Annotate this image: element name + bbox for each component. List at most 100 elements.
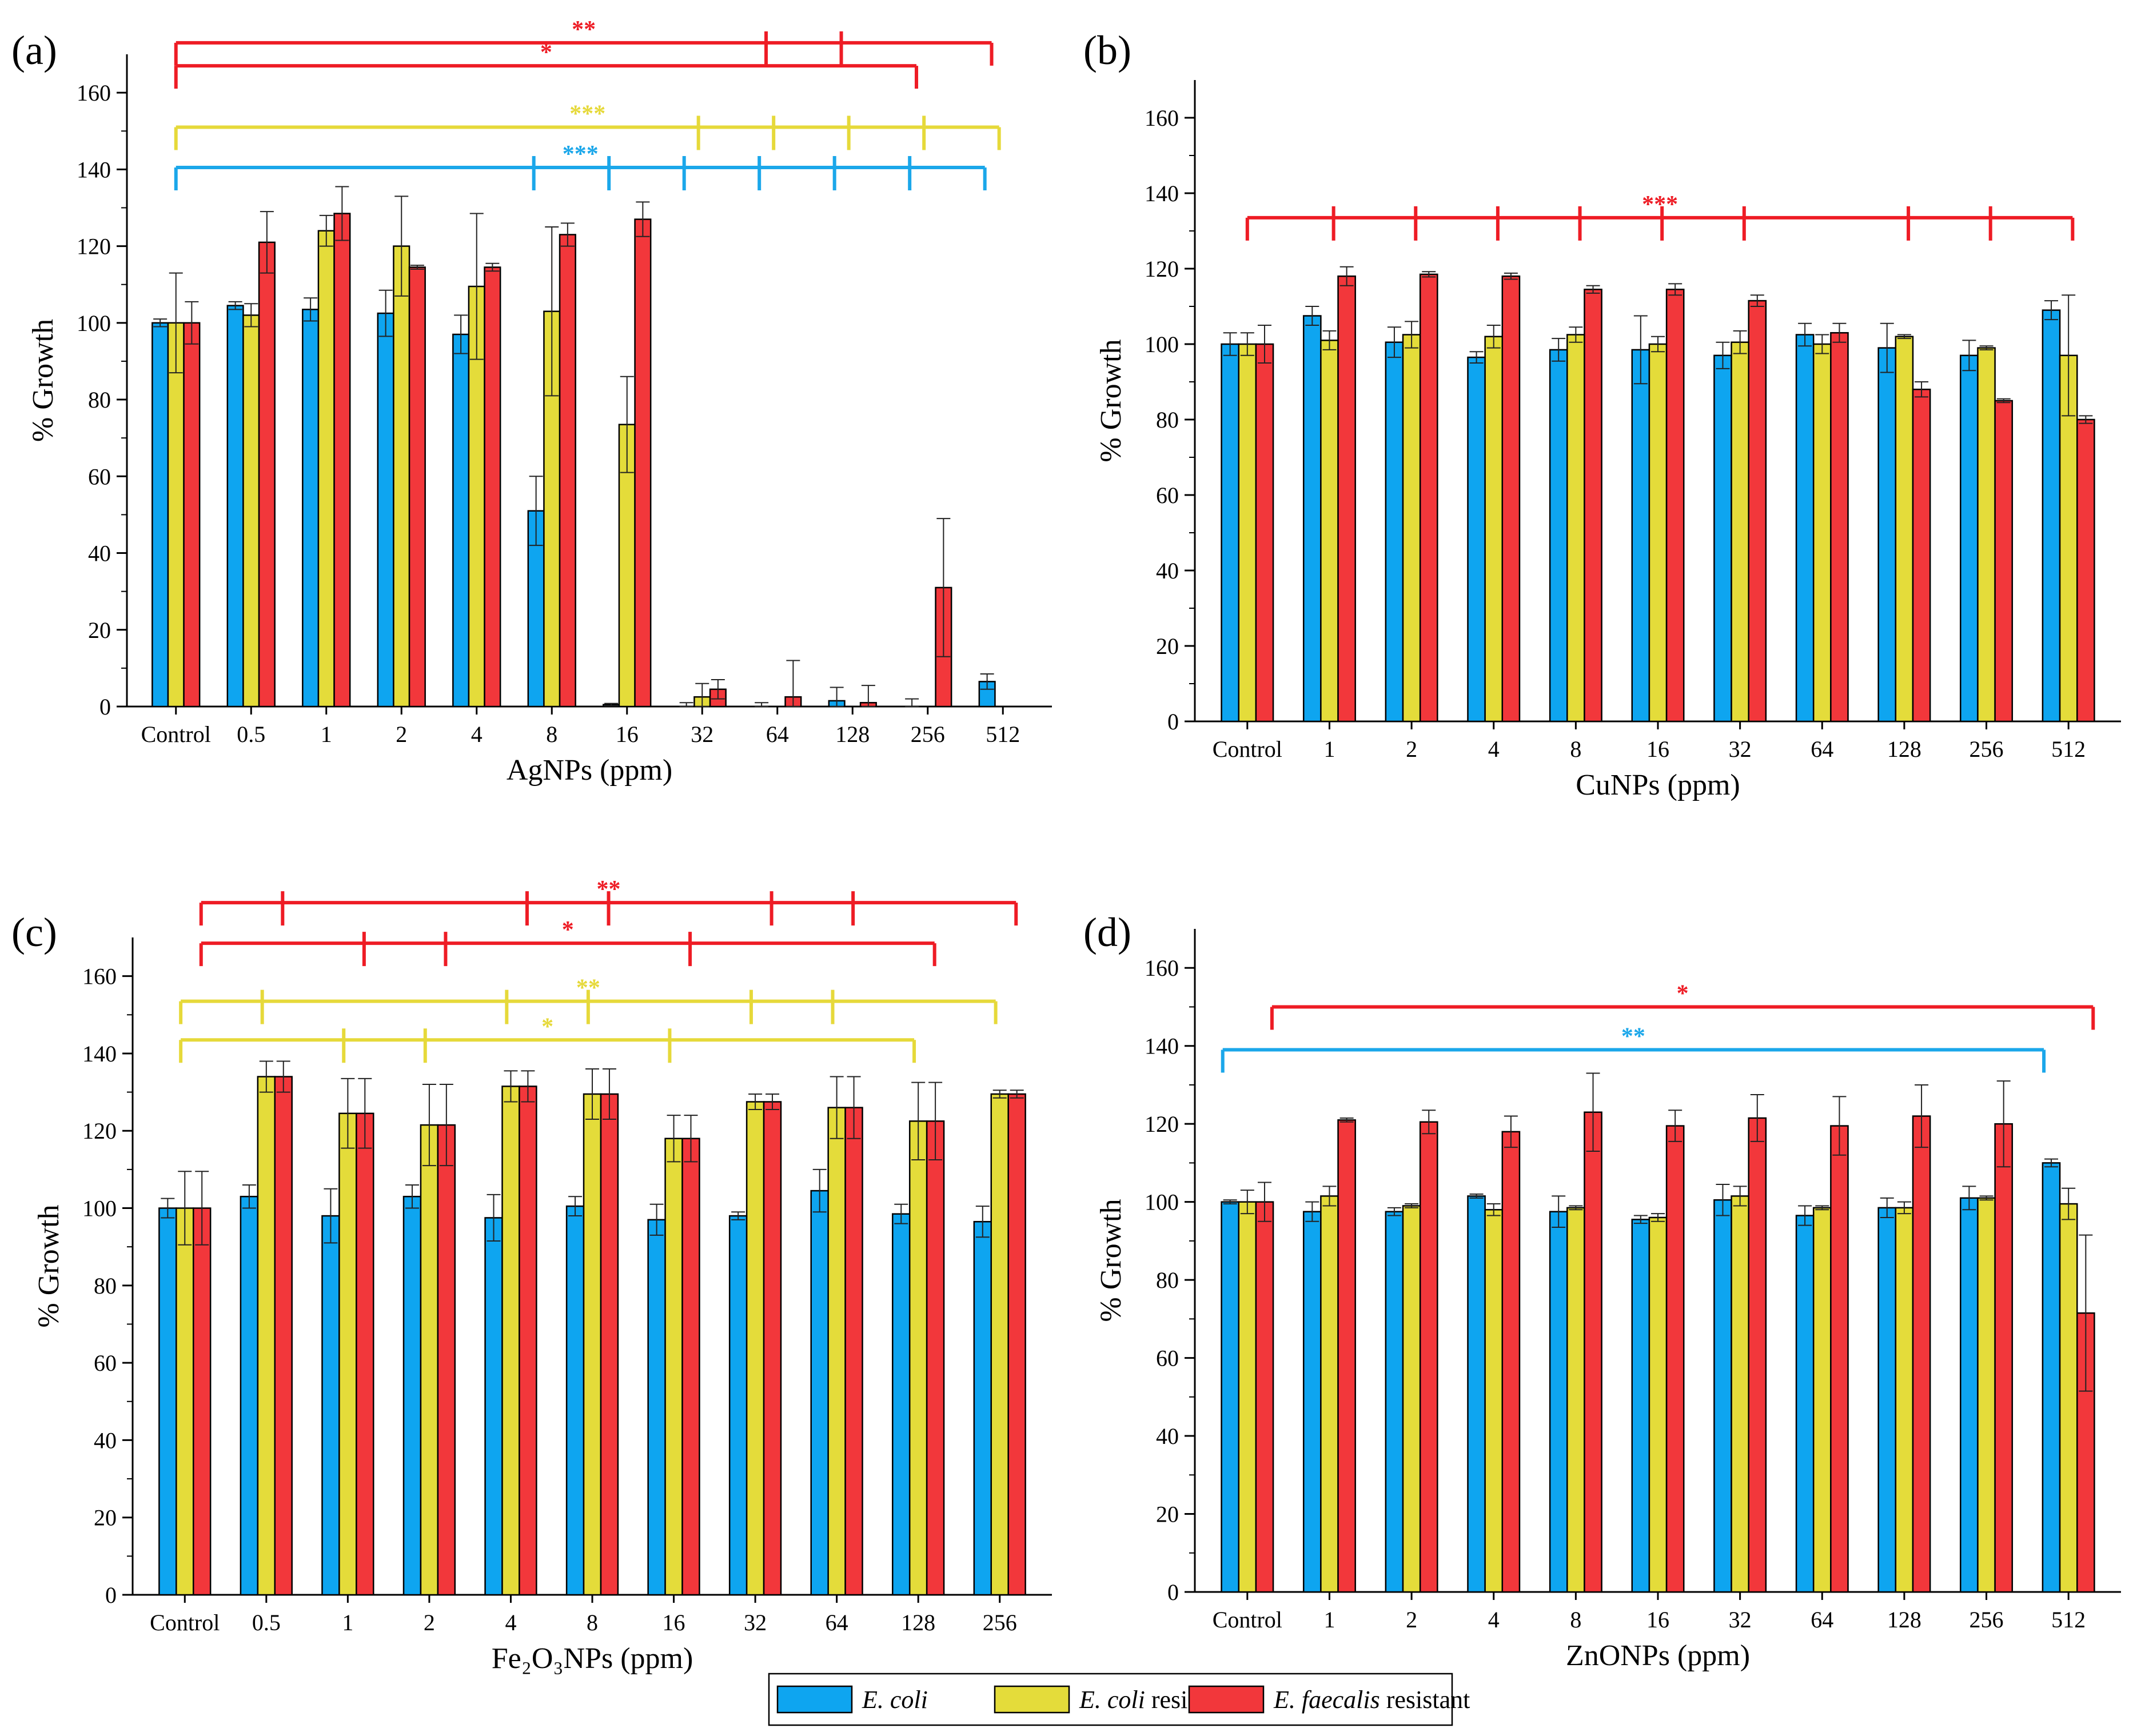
bar [1748, 300, 1767, 723]
x-tick-label: 2 [1406, 736, 1417, 762]
bar [1402, 1205, 1421, 1593]
bar [1731, 1195, 1749, 1593]
x-tick-label: Control [1213, 1607, 1282, 1633]
bar [990, 1093, 1009, 1596]
bar [1812, 1207, 1832, 1593]
bar [151, 322, 169, 708]
legend: E. coli E. coli resistantE. faecalis resi… [768, 1673, 1470, 1726]
bar [908, 1120, 928, 1596]
bar [242, 314, 260, 708]
y-tick-label: 160 [77, 80, 111, 106]
x-tick-label: 4 [1488, 736, 1500, 762]
bar [158, 1207, 177, 1596]
bar [501, 1086, 520, 1596]
bar [1830, 1125, 1849, 1593]
x-tick-label: 128 [835, 721, 870, 747]
y-tick-label: 120 [1145, 256, 1179, 282]
bar [176, 1207, 194, 1596]
bar [402, 1195, 422, 1596]
bar [257, 1076, 276, 1596]
y-axis-title: % Growth [1095, 1199, 1127, 1322]
y-tick-label: 100 [1145, 332, 1179, 357]
x-tick-label: 32 [1729, 1607, 1752, 1633]
legend-label-italic: E. coli [1079, 1686, 1145, 1714]
bar [1994, 400, 2014, 723]
y-tick-label: 0 [1167, 1579, 1179, 1605]
panel-label: (a) [11, 27, 57, 73]
y-tick-label: 140 [1145, 1033, 1179, 1059]
x-tick-label: 1 [1323, 736, 1335, 762]
x-tick-label: 2 [1406, 1607, 1417, 1633]
bar [1419, 1121, 1438, 1593]
bar [333, 213, 351, 708]
bar [973, 1220, 992, 1596]
bar [745, 1101, 765, 1596]
y-tick-label: 140 [1145, 181, 1179, 206]
x-tick-label: 4 [1488, 1607, 1500, 1633]
significance-label: ** [576, 975, 600, 1001]
bar [1631, 1219, 1650, 1593]
bar [1895, 1207, 1914, 1593]
bar [408, 266, 426, 708]
bar [681, 1138, 700, 1596]
x-tick-label: 2 [424, 1610, 435, 1635]
x-axis-title: CuNPs (ppm) [1576, 769, 1740, 801]
y-tick-label: 0 [105, 1582, 117, 1608]
bar [1877, 347, 1897, 723]
bar [1549, 349, 1568, 723]
bar [1960, 1197, 1979, 1593]
bar [2042, 1162, 2061, 1593]
bar [1255, 343, 1274, 723]
bar [274, 1076, 293, 1596]
y-tick-label: 20 [88, 617, 111, 643]
bar [1320, 1195, 1339, 1593]
bar [484, 1217, 503, 1596]
y-tick-label: 80 [1156, 407, 1179, 433]
bar [1402, 334, 1421, 723]
y-tick-label: 100 [77, 310, 111, 336]
legend-label: E. faecalis resistant [1273, 1686, 1470, 1714]
bar [2076, 418, 2095, 723]
bar [1584, 1111, 1602, 1593]
bar [810, 1190, 829, 1596]
y-tick-label: 0 [99, 694, 111, 720]
bar [1731, 341, 1749, 723]
x-tick-label: 8 [1570, 1607, 1581, 1633]
y-axis-title: % Growth [33, 1204, 65, 1327]
y-tick-label: 40 [1156, 1423, 1179, 1449]
bar [1830, 332, 1849, 723]
bar [1748, 1117, 1767, 1593]
x-tick-label: 512 [2051, 1607, 2086, 1633]
bar [565, 1205, 585, 1596]
bar [452, 333, 470, 708]
y-tick-label: 160 [1145, 105, 1179, 131]
y-tick-label: 120 [77, 234, 111, 260]
bar [338, 1112, 357, 1596]
x-tick-label: 1 [1323, 1607, 1335, 1633]
bar [1337, 1119, 1356, 1593]
significance-label: * [562, 917, 574, 943]
bar [1795, 334, 1815, 723]
bar [1977, 1197, 1996, 1593]
bar [583, 1093, 602, 1596]
x-tick-label: 128 [1887, 736, 1921, 762]
x-tick-label: 256 [1969, 736, 2004, 762]
bar [1584, 289, 1602, 723]
legend-label-italic: E. coli [862, 1686, 928, 1714]
x-tick-label: Control [150, 1610, 220, 1635]
y-tick-label: 60 [88, 464, 111, 489]
x-tick-label: 16 [663, 1610, 685, 1635]
bar [167, 322, 185, 708]
significance-label: *** [1642, 191, 1678, 218]
y-tick-label: 20 [1156, 1502, 1179, 1527]
significance-label: *** [563, 141, 599, 167]
bar [647, 1219, 666, 1596]
bar [420, 1124, 439, 1596]
y-tick-label: 60 [94, 1350, 117, 1376]
y-axis-title: % Growth [1095, 339, 1127, 462]
x-tick-label: 16 [616, 721, 639, 747]
bar [1812, 343, 1832, 723]
bar [192, 1207, 212, 1596]
y-tick-label: 40 [94, 1427, 117, 1453]
x-tick-label: 8 [587, 1610, 598, 1635]
